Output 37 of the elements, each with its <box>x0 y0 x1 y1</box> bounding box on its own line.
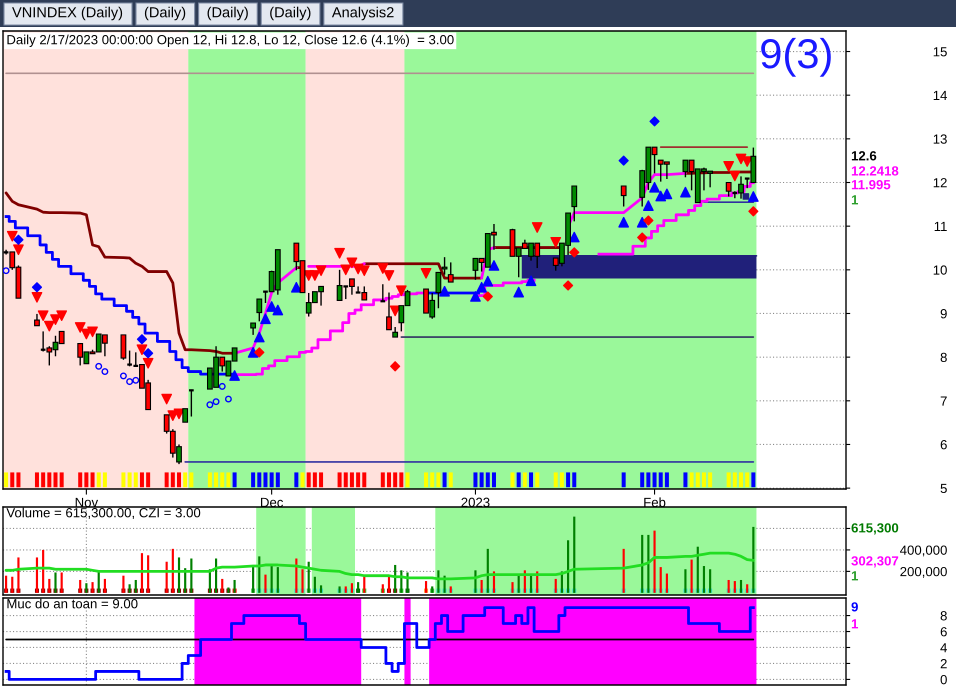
y-tick-label: 0 <box>940 674 947 684</box>
text: 11.995 <box>852 180 890 190</box>
text: 1 <box>852 195 858 204</box>
y-tick-label: 13 <box>934 134 947 144</box>
y-tick-label: 400,000 <box>900 545 947 556</box>
annotation: 9(3) <box>761 38 831 77</box>
text: Analysis2 <box>332 6 394 20</box>
y-tick-label: 6 <box>940 440 947 450</box>
y-tick-label: 11 <box>934 222 947 231</box>
text: (Daily) <box>208 6 248 20</box>
y-tick-label: 5 <box>940 484 947 494</box>
y-tick-label: 6 <box>940 627 947 636</box>
chart-title: Daily 2/17/2023 00:00:00 Open 12, Hi 12.8, Lo 12, Close 12.6 (4.1%) = 3.00 <box>7 34 454 47</box>
y-tick-label: 7 <box>940 396 947 406</box>
x-tick-label: Nov <box>76 498 98 508</box>
y-tick-label: 9 <box>940 309 947 318</box>
text: 1 <box>852 571 858 580</box>
y-tick-label: 14 <box>934 90 948 100</box>
text: 9 <box>852 602 858 612</box>
text: (Daily) <box>270 6 310 20</box>
chart-title: Muc do an toan = 9.00 <box>7 598 138 608</box>
text: VNINDEX (Daily) <box>12 6 122 20</box>
y-tick-label: 8 <box>940 352 947 362</box>
text: 615,300 <box>852 523 898 534</box>
chart-title: Volume = 615,300.00, CZI = 3.00 <box>6 508 200 519</box>
y-tick-label: 12 <box>934 178 947 188</box>
y-tick-label: 8 <box>940 611 947 620</box>
y-tick-label: 10 <box>934 265 947 275</box>
y-tick-label: 200,000 <box>900 566 947 578</box>
y-tick-label: 4 <box>940 643 948 652</box>
y-tick-label: 15 <box>934 47 947 56</box>
text: 302,307 <box>851 556 898 568</box>
text: 12.6 <box>852 151 876 160</box>
text: 12.2418 <box>852 166 898 176</box>
text: (Daily) <box>144 6 186 20</box>
y-tick-label: 2 <box>940 659 947 668</box>
text: 1 <box>852 619 858 628</box>
